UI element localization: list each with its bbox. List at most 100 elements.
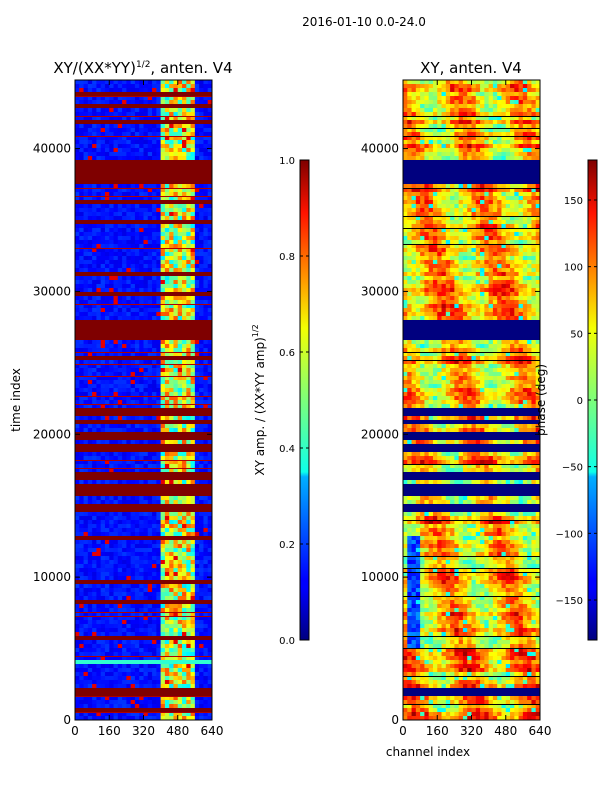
heatmap-cell — [96, 512, 102, 517]
heatmap-cell — [492, 144, 498, 149]
heatmap-cell — [169, 280, 174, 285]
heatmap-cell — [117, 312, 123, 317]
heatmap-cell — [527, 80, 532, 85]
heatmap-cell — [92, 652, 97, 657]
heatmap-cell — [113, 116, 119, 121]
heatmap-cell — [527, 188, 532, 193]
heatmap-cell — [467, 148, 472, 153]
heatmap-row — [75, 448, 212, 453]
heatmap-cell — [177, 132, 183, 137]
heatmap-cell — [173, 400, 179, 405]
heatmap-cell — [173, 512, 179, 517]
heatmap-cell — [75, 116, 80, 121]
heatmap-cell — [117, 620, 123, 625]
heatmap-cell — [109, 540, 115, 545]
heatmap-cell — [79, 396, 85, 401]
heatmap-cell — [177, 88, 183, 93]
heatmap-cell — [96, 560, 102, 565]
heatmap-cell — [96, 248, 102, 253]
heatmap-cell — [411, 120, 417, 125]
heatmap-cell — [203, 192, 209, 197]
heatmap-cell — [139, 656, 144, 661]
heatmap-cell — [104, 440, 110, 445]
heatmap-cell — [126, 372, 132, 377]
heatmap-cell — [420, 136, 425, 141]
heatmap-cell — [203, 372, 209, 377]
heatmap-cell — [164, 136, 170, 141]
heatmap-cell — [518, 184, 524, 189]
heatmap-cell — [203, 108, 209, 113]
heatmap-cell — [126, 460, 132, 465]
heatmap-cell — [156, 684, 162, 689]
heatmap-cell — [104, 620, 110, 625]
heatmap-cell — [126, 648, 132, 653]
heatmap-cell — [445, 184, 451, 189]
heatmap-cell — [467, 92, 472, 97]
heatmap-cell — [87, 344, 93, 349]
heatmap-cell — [139, 344, 144, 349]
heatmap-cell — [177, 680, 183, 685]
heatmap-cell — [420, 152, 425, 157]
heatmap-cell — [100, 500, 106, 505]
heatmap-cell — [79, 468, 85, 473]
heatmap-cell — [134, 460, 140, 465]
heatmap-cell — [130, 540, 136, 545]
heatmap-cell — [117, 680, 123, 685]
heatmap-cell — [164, 624, 170, 629]
heatmap-cell — [139, 576, 144, 581]
heatmap-cell — [194, 464, 200, 469]
heatmap-cell — [75, 596, 80, 601]
heatmap-cell — [100, 132, 106, 137]
heatmap-cell — [480, 92, 485, 97]
heatmap-cell — [164, 300, 170, 305]
heatmap-cell — [207, 668, 212, 673]
heatmap-cell — [117, 712, 123, 717]
heatmap-cell — [432, 120, 438, 125]
heatmap-cell — [160, 564, 166, 569]
heatmap-cell — [79, 152, 85, 157]
heatmap-cell — [203, 252, 209, 257]
heatmap-cell — [83, 108, 89, 113]
heatmap-cell — [143, 676, 149, 681]
heatmap-cell — [432, 108, 438, 113]
heatmap-cell — [492, 136, 498, 141]
heatmap-cell — [122, 696, 127, 701]
heatmap-cell — [441, 152, 447, 157]
heatmap-cell — [492, 200, 498, 205]
heatmap-cell — [424, 96, 430, 101]
heatmap-cell — [109, 440, 115, 445]
heatmap-cell — [134, 468, 140, 473]
heatmap-cell — [462, 156, 468, 161]
heatmap-cell — [134, 204, 140, 209]
heatmap-cell — [79, 428, 85, 433]
heatmap-cell — [75, 452, 80, 457]
heatmap-cell — [194, 648, 200, 653]
heatmap-cell — [492, 192, 498, 197]
heatmap-cell — [160, 588, 166, 593]
heatmap-cell — [501, 192, 507, 197]
heatmap-cell — [147, 456, 153, 461]
heatmap-cell — [156, 624, 162, 629]
colorbar-tick-label: 1.0 — [279, 156, 295, 167]
heatmap-cell — [480, 116, 485, 121]
heatmap-cell — [420, 132, 425, 137]
heatmap-cell — [83, 112, 89, 117]
heatmap-cell — [152, 624, 157, 629]
heatmap-cell — [130, 592, 136, 597]
heatmap-cell — [134, 628, 140, 633]
heatmap-cell — [182, 360, 187, 365]
heatmap-cell — [139, 520, 144, 525]
heatmap-cell — [203, 212, 209, 217]
heatmap-cell — [75, 92, 212, 97]
heatmap-cell — [173, 244, 179, 249]
heatmap-cell — [454, 112, 460, 117]
heatmap-cell — [117, 232, 123, 237]
heatmap-cell — [134, 240, 140, 245]
heatmap-cell — [83, 148, 89, 153]
heatmap-cell — [152, 300, 157, 305]
heatmap-cell — [207, 684, 212, 689]
heatmap-cell — [143, 652, 149, 657]
heatmap-cell — [83, 516, 89, 521]
heatmap-row — [75, 688, 212, 693]
heatmap-cell — [100, 308, 106, 313]
